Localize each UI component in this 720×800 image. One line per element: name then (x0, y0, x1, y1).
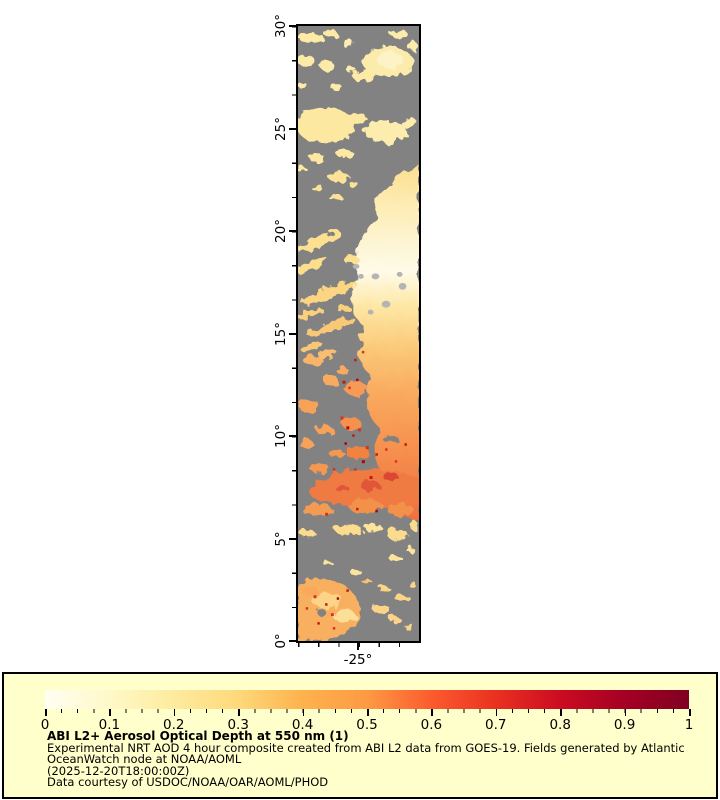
data-courtesy-line: Data courtesy of USDOC/NOAA/OAR/AOML/PHO… (47, 774, 329, 789)
y-axis-tick (289, 127, 296, 130)
legend-panel: 0 0.1 0.2 0.3 0.4 0.5 0.6 0.7 0.8 0.9 1 … (2, 672, 718, 799)
y-axis-label: 30° (273, 14, 289, 38)
product-description-line: Experimental NRT AOD 4 hour composite cr… (47, 741, 685, 755)
island-masks (352, 263, 407, 315)
product-title: ABI L2+ Aerosol Optical Depth at 550 nm … (47, 729, 349, 743)
y-axis-tick (289, 332, 296, 335)
colorbar-tick-label: 0.7 (485, 717, 507, 733)
high-aod-speckles (305, 350, 407, 630)
colorbar-tick-label: 0.9 (613, 717, 636, 733)
y-axis-tick (289, 230, 296, 232)
colorbar-tick-label: 0.4 (291, 717, 314, 733)
colorbar-gradient (45, 690, 689, 709)
y-axis-tick (289, 25, 296, 27)
x-axis-label: -25° (343, 652, 373, 668)
y-axis-label: 5° (273, 530, 289, 547)
colorbar-tick (624, 709, 627, 716)
y-axis-tick (289, 640, 296, 642)
map-panel: 30° 25° 20° 15° 10° 5° 0° -25° (273, 14, 421, 668)
product-description-line: OceanWatch node at NOAA/AOML (47, 752, 242, 767)
y-axis-label: 20° (273, 219, 289, 243)
colorbar-tick (302, 709, 305, 716)
y-axis-label: 15° (273, 321, 289, 346)
colorbar-tick-label: 0.6 (420, 717, 443, 733)
colorbar-tick (431, 709, 433, 716)
colorbar-tick-label: 0.5 (356, 717, 378, 733)
x-axis-tick (357, 643, 359, 650)
colorbar-tick-label: 0.3 (227, 717, 249, 733)
colorbar-tick (367, 709, 369, 716)
colorbar-tick (173, 709, 176, 716)
y-axis-tick (289, 537, 296, 540)
product-timestamp: (2025-12-20T18:00:00Z) (47, 763, 190, 778)
y-axis-tick (289, 435, 296, 437)
colorbar-tick (560, 709, 562, 716)
colorbar-tick-label: 0.2 (163, 717, 185, 733)
colorbar-tick-label: 0.1 (98, 717, 121, 733)
colorbar-tick (689, 709, 691, 716)
y-axis-label: 25° (273, 116, 289, 141)
colorbar-tick (495, 709, 498, 716)
y-axis-label: 10° (273, 424, 289, 448)
colorbar-tick-label: 0 (40, 717, 50, 733)
colorbar-tick (109, 709, 111, 716)
colorbar-tick (238, 709, 240, 716)
colorbar: 0 0.1 0.2 0.3 0.4 0.5 0.6 0.7 0.8 0.9 1 (41, 690, 693, 733)
colorbar-tick (45, 709, 47, 716)
colorbar-tick-label: 0.8 (549, 717, 571, 733)
y-axis-label: 0° (273, 633, 289, 649)
legend-caption: ABI L2+ Aerosol Optical Depth at 550 nm … (47, 730, 685, 788)
colorbar-tick-label: 1 (684, 717, 694, 733)
aod-map (298, 26, 419, 641)
